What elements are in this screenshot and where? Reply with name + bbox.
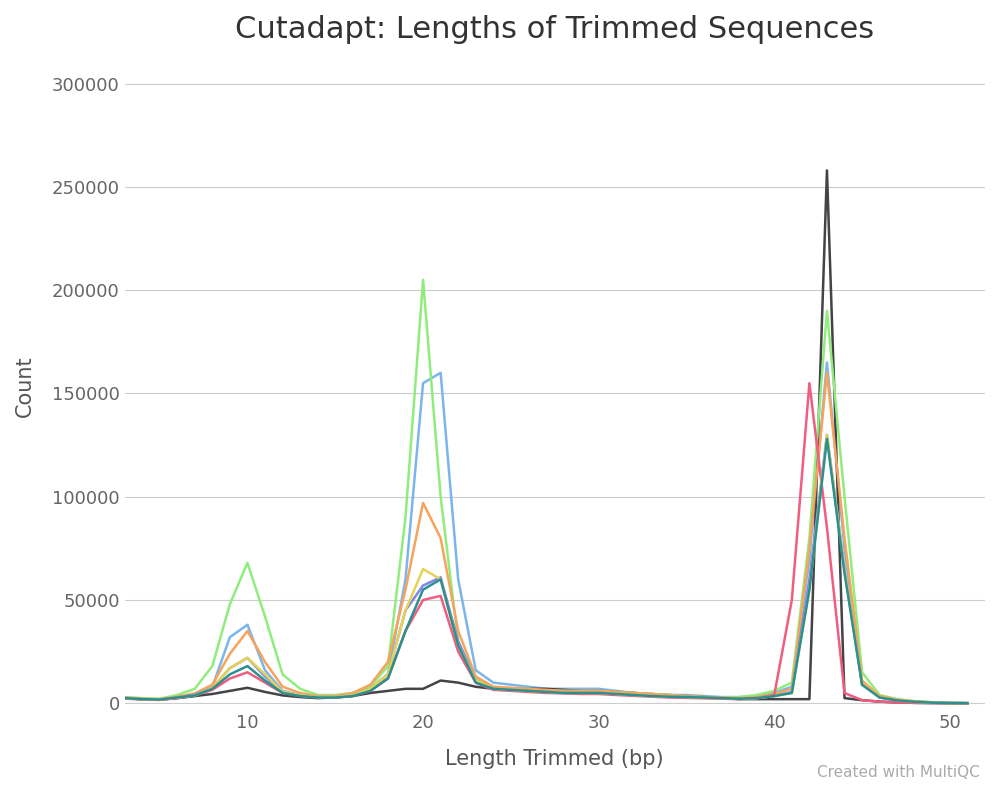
Y-axis label: Count: Count [15, 355, 35, 417]
Text: Created with MultiQC: Created with MultiQC [817, 765, 980, 780]
X-axis label: Length Trimmed (bp): Length Trimmed (bp) [445, 749, 664, 769]
Title: Cutadapt: Lengths of Trimmed Sequences: Cutadapt: Lengths of Trimmed Sequences [235, 15, 874, 44]
